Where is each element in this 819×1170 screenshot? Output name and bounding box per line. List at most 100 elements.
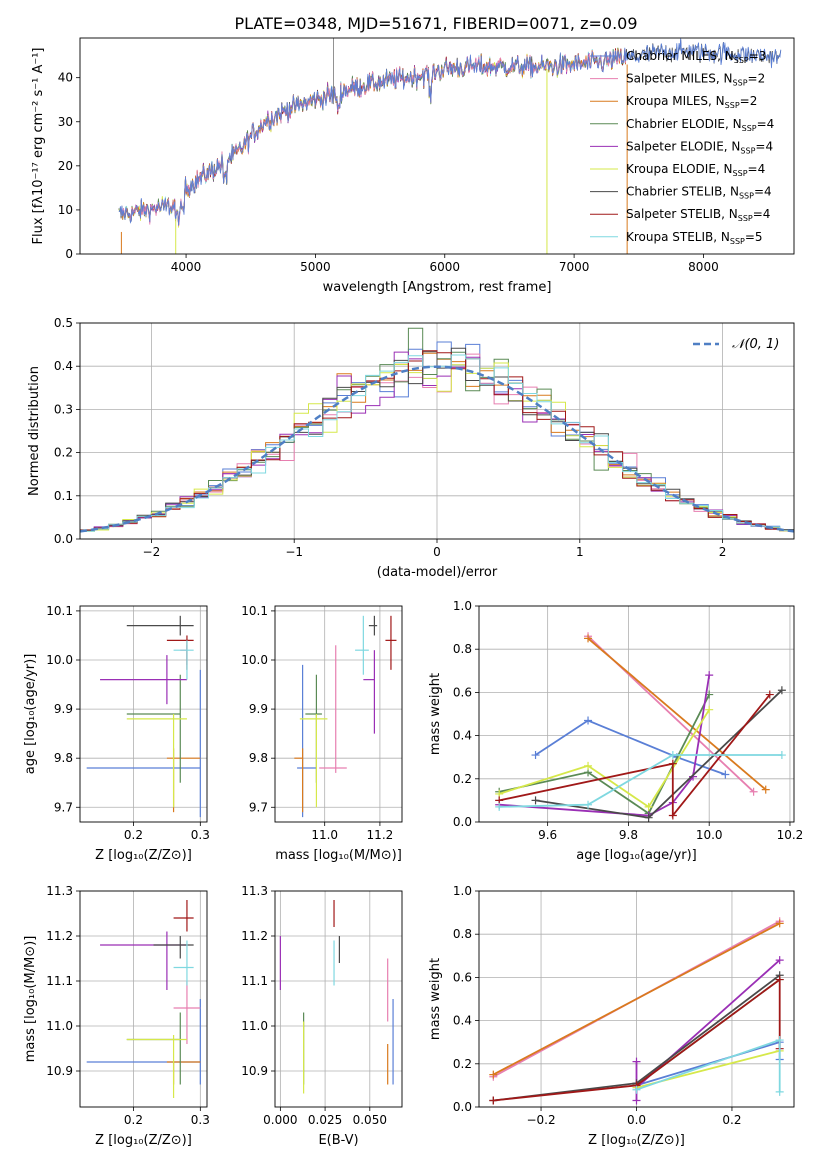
x-tick-label: 0.3: [191, 1113, 210, 1127]
mass-weight-marker: [775, 1036, 784, 1045]
plots-layer: 4000 5000 6000 7000 8000010203040wavelength …: [23, 37, 803, 1148]
x-tick-label: 11.2: [367, 828, 394, 842]
x-tick-label: 0.050: [353, 1113, 387, 1127]
y-tick-label: 9.8: [249, 751, 268, 765]
x-tick-label: 7000: [559, 260, 590, 274]
x-tick-label: 5000: [300, 260, 331, 274]
mass_vs_Z-frame: [79, 890, 208, 1108]
residual-legend-label: 𝒩(0, 1): [732, 337, 779, 352]
y-axis-label: mass weight: [428, 958, 443, 1040]
mass-weight-marker: [644, 802, 653, 811]
legend-subscript: SSP: [725, 101, 740, 110]
legend-nssp: =4: [748, 162, 766, 176]
residual-hist-6: [80, 347, 794, 532]
y-tick-label: 11.3: [46, 884, 73, 898]
y-tick-label: 9.8: [54, 751, 73, 765]
mass-weight-marker: [644, 813, 653, 822]
spectrum-line-7: [121, 48, 626, 226]
y-tick-label: 10.1: [46, 604, 73, 618]
x-axis-label: wavelength [Angstrom, rest frame]: [323, 280, 552, 295]
y-tick-label: 10.0: [46, 653, 73, 667]
age_vs_mass-points: [294, 615, 397, 818]
mass-weight-line-6: [535, 689, 783, 819]
y-tick-label: 11.2: [46, 929, 73, 943]
mass-weight-marker: [584, 716, 593, 725]
spectrum-line-3: [123, 47, 626, 223]
x-tick-label: 4000: [171, 260, 202, 274]
mass-weight-marker: [775, 1087, 784, 1096]
legend-subscript: SSP: [730, 237, 745, 246]
mass-weight-marker: [584, 800, 593, 809]
mass-weight-marker: [775, 956, 784, 965]
y-tick-label: 40: [58, 71, 73, 85]
y-tick-label: 11.0: [46, 1019, 73, 1033]
y-tick-label: 11.0: [241, 1019, 268, 1033]
spectrum-frame: [79, 37, 795, 255]
y-tick-label: 0.0: [453, 1100, 472, 1114]
legend-subscript: SSP: [738, 214, 753, 223]
x-axis-label: E(B-V): [318, 1133, 358, 1148]
residual-hist-5: [80, 362, 794, 532]
y-tick-label: 20: [58, 159, 73, 173]
mass-weight-marker: [777, 751, 786, 760]
y-tick-label: 1.0: [453, 884, 472, 898]
spectrum-legend: Chabrier MILES, NSSP=3 Salpeter MILES, NS…: [590, 49, 774, 246]
massweight_vs_Z-lines: [489, 917, 784, 1105]
legend-nssp: =2: [748, 72, 766, 86]
mass-weight-marker: [749, 787, 758, 796]
legend-subscript: SSP: [740, 146, 755, 155]
x-axis-label: Z [log₁₀(Z/Z⊙)]: [95, 848, 192, 863]
mass-weight-marker: [721, 770, 730, 779]
mass-weight-marker: [531, 796, 540, 805]
age_vs_Z-frame: [79, 605, 208, 823]
mass-weight-marker: [531, 751, 540, 760]
mass_vs_ebv-axes: 0.000 0.025 0.050 10.9 11.0 11.1 11.2 11.3 E(B-V…: [241, 884, 402, 1148]
x-tick-label: 0.2: [124, 828, 143, 842]
mass_vs_ebv-frame: [274, 890, 403, 1108]
y-tick-label: 11.3: [241, 884, 268, 898]
mass-weight-marker: [495, 802, 504, 811]
y-tick-label: 0.6: [453, 685, 472, 699]
mass-weight-marker: [489, 1070, 498, 1079]
residuals-frame: [79, 322, 795, 540]
mass-weight-line-0: [535, 719, 726, 776]
legend-nssp: =4: [754, 185, 772, 199]
mass-weight-marker: [668, 751, 677, 760]
x-tick-label: 10.0: [696, 828, 723, 842]
mass-weight-marker: [775, 975, 784, 984]
y-tick-label: 9.7: [54, 800, 73, 814]
legend-nssp: =2: [740, 94, 758, 108]
y-axis-label: mass [log₁₀(M/M⊙)]: [23, 936, 38, 1063]
x-axis-label: age [log₁₀(age/yr)]: [576, 848, 697, 863]
y-tick-label: 11.1: [241, 974, 268, 988]
x-axis-label: Z [log₁₀(Z/Z⊙)]: [95, 1133, 192, 1148]
x-tick-label: 8000: [688, 260, 719, 274]
y-tick-label: 10.0: [241, 653, 268, 667]
mass_vs_Z-axes: 0.2 0.3 10.9 11.0 11.1 11.2 11.3 Z [log₁₀(Z/Z⊙)…: [23, 884, 210, 1148]
spectrum-line-4: [121, 50, 626, 227]
y-axis-label: Flux [fλ10⁻¹⁷ erg cm⁻² s⁻¹ A⁻¹]: [31, 48, 46, 245]
legend-label: Salpeter ELODIE, NSSP=4: [626, 139, 773, 155]
mass-weight-marker: [632, 1096, 641, 1105]
mass-weight-marker: [705, 705, 714, 714]
mass-weight-marker: [489, 1096, 498, 1105]
y-axis-label: mass weight: [428, 673, 443, 755]
mass-weight-line-2: [587, 637, 767, 791]
mass-weight-marker: [584, 634, 593, 643]
y-tick-label: 10.9: [46, 1064, 73, 1078]
age_vs_Z-axes: 0.2 0.3 9.7 9.8 9.9 10.0 10.1 Z [log₁₀(Z/Z⊙)] ag…: [23, 604, 210, 863]
legend-nssp: =4: [753, 207, 771, 221]
legend-label: Chabrier ELODIE, NSSP=4: [626, 117, 774, 133]
y-tick-label: 9.9: [249, 702, 268, 716]
x-tick-label: 9.6: [538, 828, 557, 842]
x-tick-label: 0.3: [191, 828, 210, 842]
normal-curve: [80, 365, 794, 533]
legend-label: Chabrier MILES, NSSP=3: [626, 49, 766, 65]
mass-weight-marker: [668, 759, 677, 768]
mass-weight-line-8: [499, 754, 782, 808]
legend-label: Salpeter STELIB, NSSP=4: [626, 207, 770, 223]
x-tick-label: 0: [433, 545, 441, 559]
y-tick-label: 0.0: [453, 815, 472, 829]
figure-title: PLATE=0348, MJD=51671, FIBERID=0071, z=0…: [234, 14, 637, 33]
